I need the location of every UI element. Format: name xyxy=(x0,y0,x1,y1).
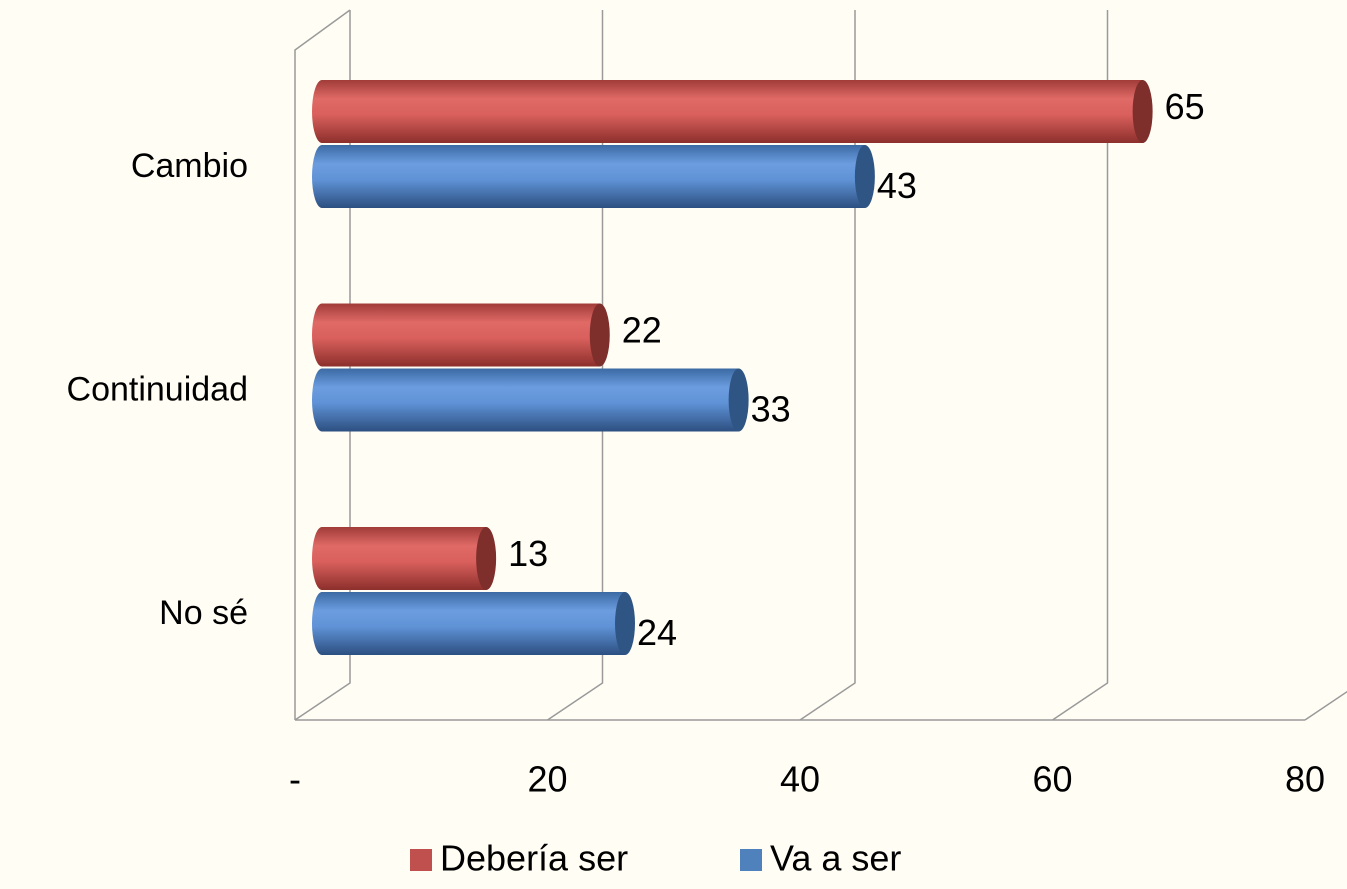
bar-cap xyxy=(854,145,875,208)
bar-cap xyxy=(476,527,497,590)
grid-line xyxy=(799,10,856,721)
grid-line xyxy=(547,10,604,721)
grid-line xyxy=(1052,10,1109,721)
bar xyxy=(312,145,865,208)
data-label: 13 xyxy=(508,533,548,574)
bar-cap xyxy=(589,303,610,367)
axes-frame xyxy=(294,9,351,720)
bar xyxy=(312,592,625,655)
y-tick-label: No sé xyxy=(159,594,248,632)
bar xyxy=(312,303,600,367)
legend-label: Va a ser xyxy=(770,838,901,879)
x-tick-label: 80 xyxy=(1285,759,1325,800)
bar-cap xyxy=(1132,80,1153,143)
y-tick-label: Continuidad xyxy=(67,370,248,408)
bar xyxy=(312,368,739,432)
grid-line xyxy=(294,10,351,721)
legend-swatch xyxy=(740,849,762,871)
bar-cap xyxy=(615,592,635,655)
legend-label: Debería ser xyxy=(440,838,628,879)
y-tick-label: Cambio xyxy=(131,147,248,185)
data-label: 33 xyxy=(751,389,791,430)
grid-line xyxy=(1304,690,1347,721)
x-tick-label: 60 xyxy=(1032,759,1072,800)
data-label: 43 xyxy=(877,165,917,206)
x-tick-label: 20 xyxy=(527,759,567,800)
x-tick-label: 40 xyxy=(780,759,820,800)
bar xyxy=(312,527,487,590)
bar xyxy=(312,80,1143,143)
left-wall xyxy=(294,9,351,720)
data-label: 65 xyxy=(1165,86,1205,127)
bar-cap xyxy=(728,368,749,432)
x-tick-label: - xyxy=(289,759,301,800)
legend-swatch xyxy=(410,849,432,871)
data-label: 24 xyxy=(637,612,677,653)
data-label: 22 xyxy=(622,310,662,351)
